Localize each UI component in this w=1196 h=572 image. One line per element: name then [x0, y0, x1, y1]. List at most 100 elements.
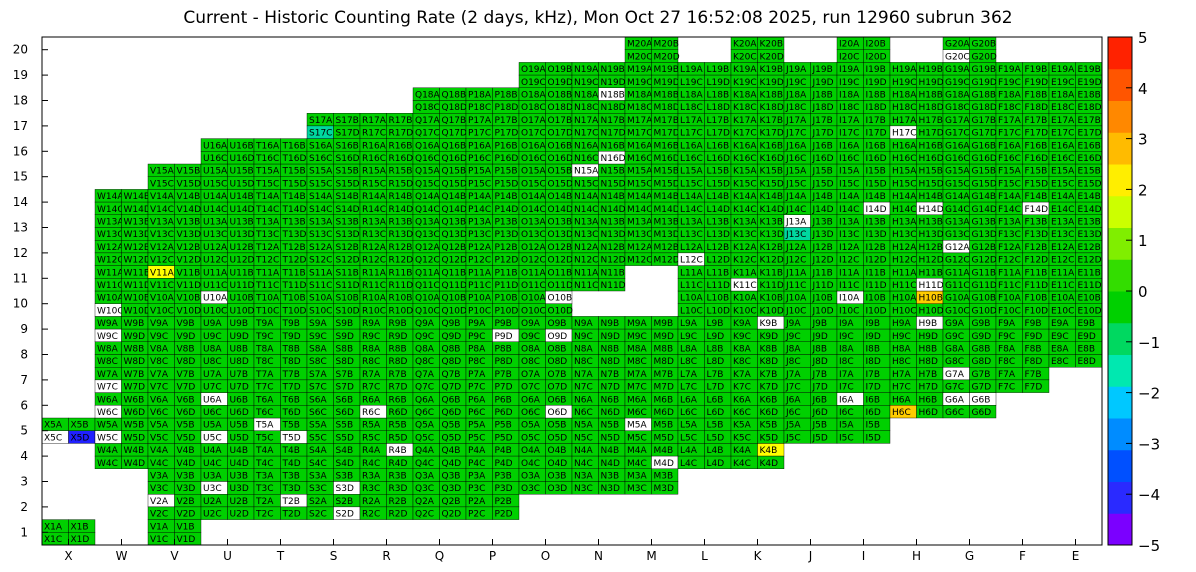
- cell-label-L6D: L6D: [707, 408, 725, 418]
- cell-label-P17D: P17D: [495, 129, 519, 139]
- y-tick-label-3: 3: [20, 475, 28, 489]
- cell-label-P15C: P15C: [468, 179, 491, 189]
- cell-label-M8C: M8C: [627, 357, 647, 367]
- cell-label-U16B: U16B: [230, 141, 254, 151]
- cell-label-K15B: K15B: [760, 167, 784, 177]
- cell-label-W8A: W8A: [97, 345, 119, 355]
- cell-label-L16A: L16A: [680, 141, 703, 151]
- cell-label-H11C: H11C: [892, 281, 917, 291]
- cell-label-R7D: R7D: [389, 383, 408, 393]
- cell-label-N17B: N17B: [601, 116, 625, 126]
- cell-label-F14B: F14B: [1025, 192, 1048, 202]
- cell-label-N11A: N11A: [574, 268, 599, 278]
- cell-label-U13B: U13B: [230, 218, 254, 228]
- cell-label-S4A: S4A: [309, 446, 327, 456]
- cell-label-P8B: P8B: [495, 345, 512, 355]
- cell-label-Q8D: Q8D: [442, 357, 462, 367]
- cell-label-S15B: S15B: [336, 167, 359, 177]
- cell-label-I12D: I12D: [866, 256, 887, 266]
- cell-label-V11D: V11D: [177, 281, 202, 291]
- cell-label-I6D: I6D: [866, 408, 881, 418]
- cell-label-K12B: K12B: [760, 243, 784, 253]
- cell-label-E13A: E13A: [1051, 218, 1075, 228]
- cell-label-N13B: N13B: [601, 218, 625, 228]
- cell-label-O4A: O4A: [521, 446, 541, 456]
- cell-label-L17D: L17D: [707, 129, 730, 139]
- cell-label-N3D: N3D: [601, 484, 620, 494]
- cell-label-S3D: S3D: [336, 484, 354, 494]
- cell-label-H18B: H18B: [919, 91, 943, 101]
- cell-label-L7C: L7C: [680, 383, 697, 393]
- cell-label-Q13D: Q13D: [442, 230, 468, 240]
- cell-label-O9C: O9C: [521, 332, 540, 342]
- cell-label-G18C: G18C: [945, 103, 970, 113]
- cell-label-I11B: I11B: [866, 268, 886, 278]
- cell-label-T5C: T5C: [255, 433, 274, 443]
- cell-label-S6C: S6C: [309, 408, 327, 418]
- cell-label-M17C: M17C: [627, 129, 653, 139]
- heatmap-cells: X1A X1B X1C X1D X5A X5B X5C X5D W4A W4B W4C W4D W5A W…: [41, 36, 1103, 546]
- cell-label-T11D: T11D: [282, 281, 307, 291]
- cell-label-F8B: F8B: [1025, 345, 1042, 355]
- cell-label-V6D: V6D: [177, 408, 196, 418]
- cell-label-H18D: H18D: [919, 103, 944, 113]
- cell-label-W13C: W13C: [97, 230, 124, 240]
- cell-label-S8A: S8A: [309, 345, 327, 355]
- cell-label-R14A: R14A: [362, 192, 387, 202]
- cell-label-I17B: I17B: [866, 116, 886, 126]
- cell-label-R16A: R16A: [362, 141, 387, 151]
- cell-label-J6C: J6C: [785, 408, 801, 418]
- cell-label-I9D: I9D: [866, 332, 881, 342]
- cell-label-O15B: O15B: [548, 167, 573, 177]
- cell-label-R15A: R15A: [362, 167, 387, 177]
- cell-label-W6B: W6B: [124, 395, 145, 405]
- cell-label-L10D: L10D: [707, 306, 730, 316]
- cell-label-U2C: U2C: [203, 510, 222, 520]
- x-tick-label-L: L: [701, 549, 708, 563]
- cell-label-I13A: I13A: [839, 218, 860, 228]
- cell-label-J18B: J18B: [812, 91, 833, 101]
- cell-label-W7A: W7A: [97, 370, 119, 380]
- cell-label-G16A: G16A: [945, 141, 970, 151]
- cell-label-P5B: P5B: [495, 421, 512, 431]
- cell-label-K16B: K16B: [760, 141, 784, 151]
- cell-label-L17A: L17A: [680, 116, 703, 126]
- cell-label-U16D: U16D: [230, 154, 255, 164]
- cell-label-K13D: K13D: [760, 230, 784, 240]
- cell-label-H7B: H7B: [919, 370, 938, 380]
- cell-label-U9A: U9A: [203, 319, 222, 329]
- cell-label-R5A: R5A: [362, 421, 381, 431]
- cell-label-M5D: M5D: [654, 433, 674, 443]
- cell-label-F9A: F9A: [998, 319, 1016, 329]
- palette-label-4: 1: [1138, 232, 1148, 250]
- cell-label-U9C: U9C: [203, 332, 222, 342]
- cell-label-J11B: J11B: [812, 268, 833, 278]
- cell-label-V8D: V8D: [177, 357, 196, 367]
- cell-label-E16B: E16B: [1078, 141, 1101, 151]
- cell-label-V10D: V10D: [177, 306, 202, 316]
- cell-label-M14B: M14B: [654, 192, 679, 202]
- cell-label-H6D: H6D: [919, 408, 938, 418]
- cell-label-P5A: P5A: [468, 421, 486, 431]
- cell-label-G14C: G14C: [945, 205, 970, 215]
- cell-label-P12A: P12A: [468, 243, 492, 253]
- cell-label-Q11B: Q11B: [442, 268, 467, 278]
- cell-label-S14A: S14A: [309, 192, 333, 202]
- cell-label-L14A: L14A: [680, 192, 703, 202]
- cell-label-P7C: P7C: [468, 383, 485, 393]
- palette-band-3: [1108, 418, 1132, 451]
- cell-label-X5D: X5D: [71, 433, 90, 443]
- cell-label-K6A: K6A: [733, 395, 752, 405]
- cell-label-E12B: E12B: [1078, 243, 1101, 253]
- cell-label-P8C: P8C: [468, 357, 485, 367]
- cell-label-T11A: T11A: [255, 268, 280, 278]
- cell-label-N9A: N9A: [574, 319, 593, 329]
- cell-label-S8C: S8C: [309, 357, 327, 367]
- cell-label-U11D: U11D: [230, 281, 255, 291]
- cell-label-O19D: O19D: [548, 78, 574, 88]
- cell-label-E19D: E19D: [1078, 78, 1102, 88]
- cell-label-J18C: J18C: [785, 103, 806, 113]
- cell-label-V3B: V3B: [177, 472, 195, 482]
- cell-label-J17A: J17A: [785, 116, 807, 126]
- cell-label-N16B: N16B: [601, 141, 625, 151]
